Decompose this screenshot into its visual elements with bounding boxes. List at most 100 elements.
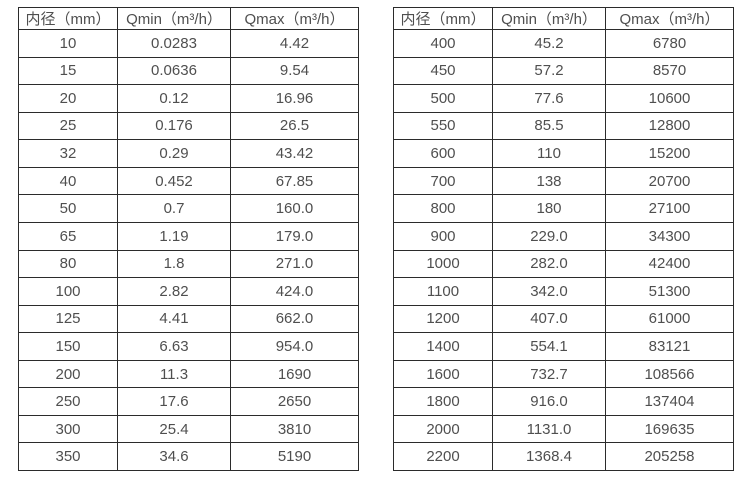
table-cell: 169635 [605, 414, 734, 444]
table-cell: 137404 [605, 387, 734, 416]
table-row: 500 77.6 10600 [393, 84, 734, 113]
table-cell: 16.96 [230, 84, 359, 113]
flow-rate-tables-container: 内径（mm） Qmin（m³/h） Qmax（m³/h） 10 0.0283 4.42 1… [18, 7, 734, 471]
table-cell: 125 [18, 304, 118, 334]
table-cell: 342.0 [492, 277, 606, 306]
table-cell: 108566 [605, 359, 734, 389]
table-row: 125 4.41 662.0 [18, 304, 359, 334]
table-row: 200 11.3 1690 [18, 359, 359, 389]
table-cell: 900 [393, 221, 493, 251]
table-cell: 1690 [230, 359, 359, 389]
table-row: 10 0.0283 4.42 [18, 29, 359, 58]
column-header: Qmin（m³/h） [117, 7, 231, 30]
table-cell: 2.82 [117, 277, 231, 306]
table-row: 1800 916.0 137404 [393, 387, 734, 416]
column-header: Qmax（m³/h） [605, 7, 734, 30]
table-row: 1200 407.0 61000 [393, 304, 734, 334]
table-cell: 282.0 [492, 249, 606, 279]
table-row: 400 45.2 6780 [393, 29, 734, 58]
table-cell: 180 [492, 194, 606, 223]
table-cell: 0.7 [117, 194, 231, 223]
table-cell: 0.176 [117, 111, 231, 141]
table-cell: 0.0283 [117, 29, 231, 58]
table-cell: 600 [393, 139, 493, 168]
table-cell: 17.6 [117, 387, 231, 416]
table-row: 15 0.0636 9.54 [18, 56, 359, 86]
table-row: 20 0.12 16.96 [18, 84, 359, 113]
table-cell: 11.3 [117, 359, 231, 389]
table-cell: 160.0 [230, 194, 359, 223]
table-cell: 80 [18, 249, 118, 279]
table-cell: 1100 [393, 277, 493, 306]
table-cell: 77.6 [492, 84, 606, 113]
header-row: 内径（mm） Qmin（m³/h） Qmax（m³/h） [393, 7, 734, 30]
column-header: Qmin（m³/h） [492, 7, 606, 30]
column-header: 内径（mm） [393, 7, 493, 30]
table-row: 1400 554.1 83121 [393, 332, 734, 361]
table-cell: 1000 [393, 249, 493, 279]
table-row: 800 180 27100 [393, 194, 734, 223]
table-cell: 450 [393, 56, 493, 86]
small-diameter-flow-table: 内径（mm） Qmin（m³/h） Qmax（m³/h） 10 0.0283 4.42 1… [18, 7, 359, 471]
column-header: Qmax（m³/h） [230, 7, 359, 30]
table-cell: 271.0 [230, 249, 359, 279]
table-cell: 1368.4 [492, 442, 606, 471]
table-cell: 229.0 [492, 221, 606, 251]
table-row: 2200 1368.4 205258 [393, 442, 734, 471]
column-header: 内径（mm） [18, 7, 118, 30]
table-cell: 1800 [393, 387, 493, 416]
table-cell: 15200 [605, 139, 734, 168]
table-cell: 5190 [230, 442, 359, 471]
table-cell: 27100 [605, 194, 734, 223]
table-cell: 205258 [605, 442, 734, 471]
table-cell: 250 [18, 387, 118, 416]
table-cell: 50 [18, 194, 118, 223]
table-cell: 0.452 [117, 166, 231, 196]
table-row: 300 25.4 3810 [18, 414, 359, 444]
table-cell: 732.7 [492, 359, 606, 389]
table-cell: 20700 [605, 166, 734, 196]
table-row: 150 6.63 954.0 [18, 332, 359, 361]
table-cell: 1600 [393, 359, 493, 389]
table-cell: 3810 [230, 414, 359, 444]
table-cell: 61000 [605, 304, 734, 334]
table-cell: 8570 [605, 56, 734, 86]
table-cell: 85.5 [492, 111, 606, 141]
table-cell: 800 [393, 194, 493, 223]
table-row: 250 17.6 2650 [18, 387, 359, 416]
table-cell: 83121 [605, 332, 734, 361]
table-row: 25 0.176 26.5 [18, 111, 359, 141]
table-cell: 34300 [605, 221, 734, 251]
table-cell: 25 [18, 111, 118, 141]
table-cell: 700 [393, 166, 493, 196]
table-cell: 15 [18, 56, 118, 86]
table-row: 550 85.5 12800 [393, 111, 734, 141]
table-cell: 32 [18, 139, 118, 168]
header-row: 内径（mm） Qmin（m³/h） Qmax（m³/h） [18, 7, 359, 30]
table-cell: 400 [393, 29, 493, 58]
table-row: 350 34.6 5190 [18, 442, 359, 471]
table-row: 1000 282.0 42400 [393, 249, 734, 279]
table-cell: 350 [18, 442, 118, 471]
table-cell: 42400 [605, 249, 734, 279]
table-cell: 662.0 [230, 304, 359, 334]
table-row: 900 229.0 34300 [393, 221, 734, 251]
table-cell: 4.42 [230, 29, 359, 58]
table-row: 40 0.452 67.85 [18, 166, 359, 196]
table-cell: 40 [18, 166, 118, 196]
table-cell: 138 [492, 166, 606, 196]
table-cell: 954.0 [230, 332, 359, 361]
table-cell: 500 [393, 84, 493, 113]
table-cell: 179.0 [230, 221, 359, 251]
table-row: 32 0.29 43.42 [18, 139, 359, 168]
table-row: 65 1.19 179.0 [18, 221, 359, 251]
table-cell: 2650 [230, 387, 359, 416]
table-cell: 6.63 [117, 332, 231, 361]
table-cell: 12800 [605, 111, 734, 141]
table-cell: 1131.0 [492, 414, 606, 444]
table-cell: 34.6 [117, 442, 231, 471]
table-cell: 45.2 [492, 29, 606, 58]
table-cell: 200 [18, 359, 118, 389]
table-cell: 0.29 [117, 139, 231, 168]
table-cell: 2200 [393, 442, 493, 471]
